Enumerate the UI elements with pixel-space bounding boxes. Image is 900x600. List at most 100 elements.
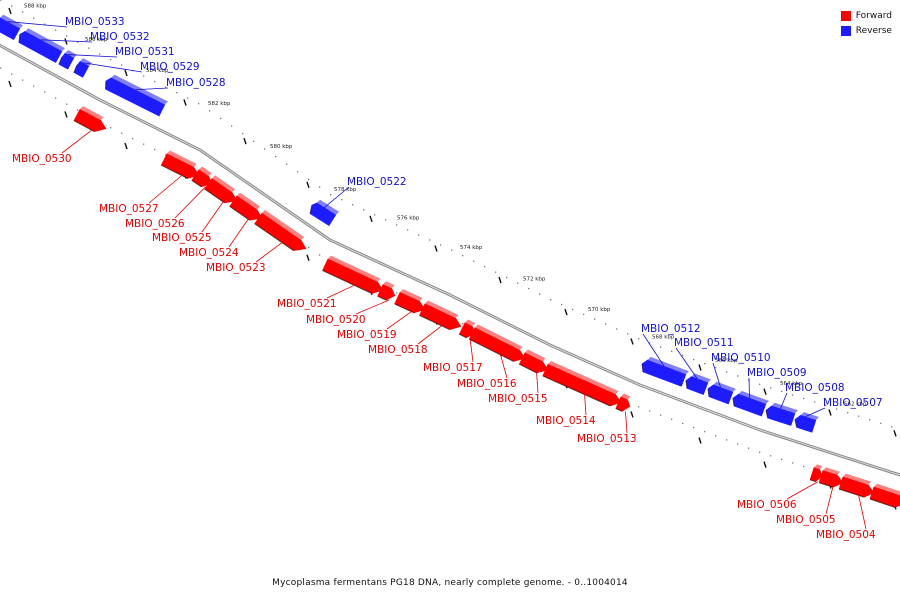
gene-arrow-mbio_0524[interactable] (229, 192, 263, 221)
gene-arrow-mbio_0505[interactable] (818, 467, 844, 488)
gene-label-mbio_0520[interactable]: MBIO_0520 (306, 314, 366, 326)
genome-caption: Mycoplasma fermentans PG18 DNA, nearly c… (272, 578, 628, 588)
gene-arrow-mbio_0523[interactable] (254, 209, 307, 252)
tick-mark (64, 38, 68, 45)
tick-mark (498, 276, 502, 284)
leader-line (61, 128, 94, 154)
gene-label-mbio_0525[interactable]: MBIO_0525 (152, 232, 212, 244)
gene-layer (0, 14, 900, 508)
tick-mark (828, 409, 832, 416)
gene-label-mbio_0517[interactable]: MBIO_0517 (423, 362, 483, 374)
gene-label-mbio_0530[interactable]: MBIO_0530 (12, 153, 72, 165)
gene-label-mbio_0516[interactable]: MBIO_0516 (457, 378, 517, 390)
gene-label-mbio_0515[interactable]: MBIO_0515 (488, 393, 548, 405)
gene-label-mbio_0512[interactable]: MBIO_0512 (641, 323, 701, 335)
gene-label-mbio_0507[interactable]: MBIO_0507 (823, 397, 883, 409)
gene-label-mbio_0510[interactable]: MBIO_0510 (711, 352, 771, 364)
gene-label-mbio_0508[interactable]: MBIO_0508 (785, 382, 845, 394)
gene-arrow-mbio_0512[interactable] (641, 356, 689, 387)
leader-line (386, 310, 413, 330)
gene-arrow-mbio_0503x[interactable] (869, 483, 900, 508)
tick-mark (763, 388, 767, 395)
gene-arrow-mbio_0507[interactable] (794, 412, 819, 433)
leader-line (642, 333, 665, 367)
gene-arrow-mbio_0510[interactable] (707, 381, 736, 405)
gene-label-mbio_0509[interactable]: MBIO_0509 (747, 367, 807, 379)
gene-label-mbio_0533[interactable]: MBIO_0533 (65, 16, 125, 28)
gene-label-mbio_0527[interactable]: MBIO_0527 (99, 203, 159, 215)
gene-label-mbio_0524[interactable]: MBIO_0524 (179, 247, 239, 259)
gene-arrow-mbio_0528[interactable] (104, 74, 168, 117)
leader-line (786, 481, 819, 500)
leader-line (201, 199, 225, 233)
gene-label-mbio_0521[interactable]: MBIO_0521 (277, 298, 337, 310)
tick-mark (183, 99, 187, 106)
tick-mark (564, 308, 568, 316)
gene-label-mbio_0523[interactable]: MBIO_0523 (206, 262, 266, 274)
gene-arrow-mbio_0515[interactable] (518, 349, 549, 374)
gene-arrow-mbio_0509[interactable] (732, 390, 769, 417)
scale-tick-label: 566 kbp (715, 358, 738, 364)
gene-label-mbio_0531[interactable]: MBIO_0531 (115, 46, 175, 58)
gene-label-mbio_0526[interactable]: MBIO_0526 (125, 218, 185, 230)
leader-line (675, 347, 698, 379)
gene-label-mbio_0505[interactable]: MBIO_0505 (776, 514, 836, 526)
gene-label-mbio_0528[interactable]: MBIO_0528 (166, 77, 226, 89)
gene-arrow-mbio_0518[interactable] (419, 300, 462, 331)
gene-arrow-mbio_0513[interactable] (615, 393, 631, 412)
leader-line (499, 352, 508, 379)
gene-arrow-mbio_0516[interactable] (468, 324, 526, 362)
gene-arrow-mbio_0533[interactable] (0, 14, 23, 41)
tick-mark (763, 461, 767, 468)
gene-label-mbio_0529[interactable]: MBIO_0529 (140, 61, 200, 73)
gene-arrow-mbio_0520[interactable] (377, 281, 396, 301)
gene-arrow-mbio_0529[interactable] (73, 58, 92, 78)
legend-item-reverse: Reverse (840, 23, 892, 38)
gene-arrow-mbio_0514[interactable] (542, 361, 622, 407)
reverse-swatch (840, 25, 851, 36)
scale-tick-label: 572 kbp (523, 277, 546, 283)
gene-label-mbio_0522[interactable]: MBIO_0522 (347, 176, 407, 188)
gene-label-mbio_0532[interactable]: MBIO_0532 (90, 31, 150, 43)
gene-label-mbio_0504[interactable]: MBIO_0504 (816, 529, 876, 541)
leader-line (40, 39, 93, 43)
gene-arrow-mbio_0511[interactable] (685, 373, 711, 395)
gene-arrow-mbio_0522[interactable] (309, 199, 339, 227)
gene-label-mbio_0519[interactable]: MBIO_0519 (337, 329, 397, 341)
leader-line (323, 186, 350, 209)
tick-mark (124, 142, 128, 150)
gene-arrow-mbio_0532[interactable] (18, 28, 66, 64)
gene-arrow-mbio_0525[interactable] (204, 175, 238, 204)
scale-tick-label: 570 kbp (588, 307, 611, 313)
gene-label-mbio_0513[interactable]: MBIO_0513 (577, 433, 637, 445)
legend-item-forward: Forward (840, 8, 892, 23)
gene-arrow-mbio_0506[interactable] (809, 464, 823, 483)
gene-label-mbio_0518[interactable]: MBIO_0518 (368, 344, 428, 356)
leader-line (82, 62, 143, 73)
tick-mark (243, 137, 247, 145)
gene-arrow-mbio_0527[interactable] (160, 150, 200, 179)
gene-arrow-mbio_0519[interactable] (394, 289, 426, 314)
legend: Forward Reverse (840, 8, 892, 38)
scale-tick-label: 562 kbp (844, 402, 867, 408)
gene-arrow-mbio_0504[interactable] (838, 473, 875, 498)
scale-tick-label: 584 kbp (146, 68, 169, 74)
tick-mark (8, 80, 12, 88)
tick-mark (630, 338, 634, 345)
tick-mark (306, 254, 310, 261)
gene-label-mbio_0506[interactable]: MBIO_0506 (737, 499, 797, 511)
leader-line (148, 174, 184, 204)
gene-label-mbio_0511[interactable]: MBIO_0511 (674, 337, 734, 349)
forward-swatch (840, 10, 851, 21)
gene-arrow-mbio_0530[interactable] (73, 106, 107, 133)
gene-arrow-mbio_0526[interactable] (191, 166, 213, 188)
gene-arrow-mbio_0531[interactable] (58, 49, 77, 70)
tick-mark (64, 111, 68, 118)
upper-scale-dots (0, 0, 893, 428)
gene-arrow-mbio_0521[interactable] (322, 255, 384, 295)
scale-tick-label: 574 kbp (460, 245, 483, 251)
gene-label-mbio_0514[interactable]: MBIO_0514 (536, 415, 596, 427)
backbone-layer (0, 43, 900, 477)
gene-arrow-mbio_0508[interactable] (765, 402, 798, 426)
